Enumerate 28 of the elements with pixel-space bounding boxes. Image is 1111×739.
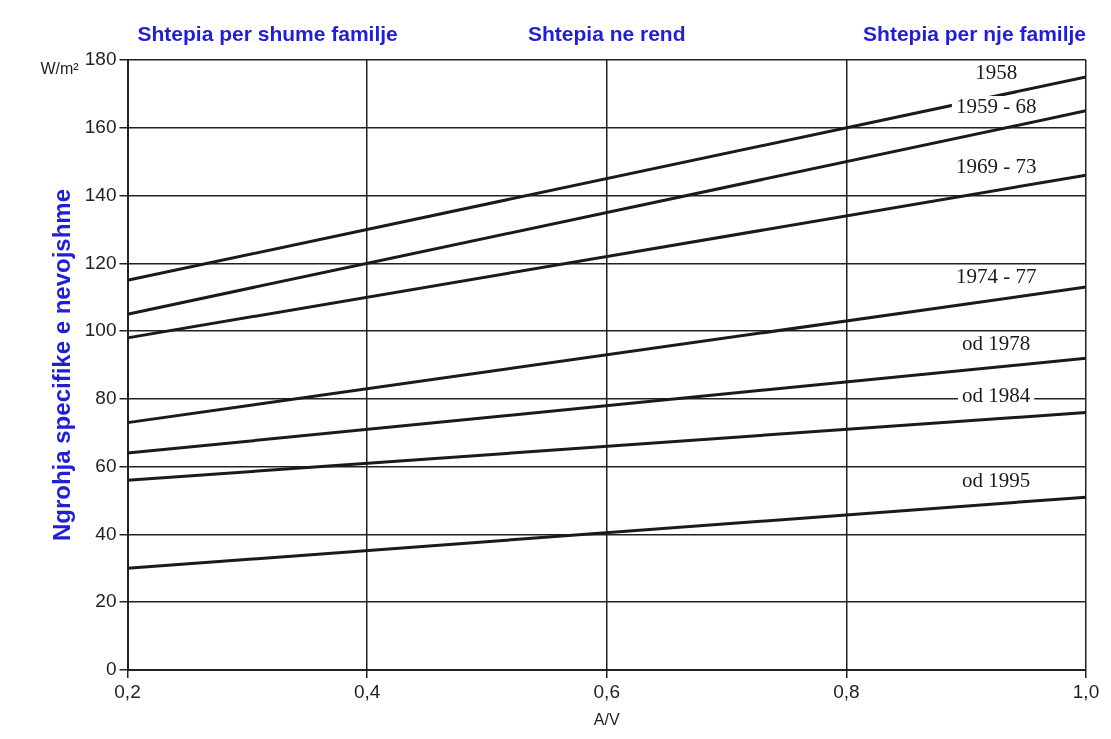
- y-tick-label: 60: [95, 454, 117, 476]
- y-axis-title: Ngrohja specifike e nevojshme: [48, 188, 76, 542]
- x-tick-label: 0,4: [353, 680, 381, 702]
- text: Shtepia ne rend: [527, 22, 686, 46]
- y-tick-label: 180: [84, 48, 117, 70]
- series-label: 1969 - 73: [955, 154, 1037, 179]
- text: W/m²: [40, 60, 80, 78]
- x-tick-label: 0,6: [593, 680, 620, 702]
- x-tick-label: 1,0: [1072, 680, 1100, 702]
- series-label: 1974 - 77: [955, 263, 1037, 288]
- x-tick-label: 0,2: [114, 680, 141, 702]
- x-axis-title: A/V: [593, 710, 620, 728]
- text: Shtepia per shume familje: [137, 22, 398, 46]
- y-tick-label: 120: [84, 251, 117, 273]
- y-tick-label: 80: [95, 387, 117, 409]
- y-tick-label: 20: [95, 590, 117, 612]
- series-label: od 1978: [962, 331, 1031, 356]
- x-tick-label: 0,8: [833, 680, 860, 702]
- y-tick-label: 100: [84, 319, 117, 341]
- y-tick-label: 140: [84, 183, 117, 205]
- series-label: 1958: [975, 60, 1018, 85]
- series-label: 1959 - 68: [955, 93, 1037, 118]
- text: Shtepia per nje familje: [863, 22, 1086, 46]
- series-label: od 1995: [962, 467, 1031, 492]
- y-tick-label: 160: [84, 116, 117, 138]
- y-tick-label: 0: [105, 658, 117, 680]
- series-label: od 1984: [962, 382, 1031, 407]
- y-tick-label: 40: [95, 522, 117, 544]
